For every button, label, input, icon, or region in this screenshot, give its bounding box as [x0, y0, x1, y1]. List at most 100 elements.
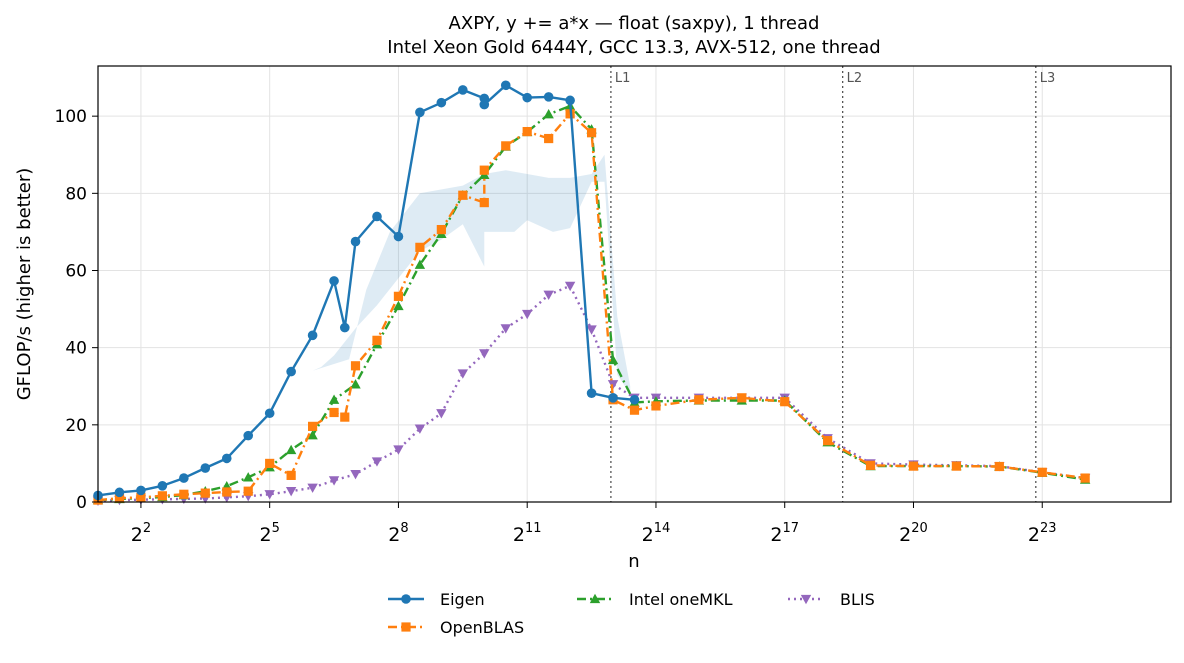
y-tick-label-3: 60 [65, 261, 87, 281]
y-axis-ticks: 0 20 40 60 80 100 [55, 107, 98, 513]
legend-entry-eigen: Eigen [388, 590, 485, 609]
point-eigen-8 [264, 408, 275, 419]
cache-label-l1: L1 [615, 71, 631, 86]
legend-marker-eigen [401, 594, 411, 604]
y-axis-label: GFLOP/s (higher is better) [14, 168, 35, 401]
point-blis-9 [285, 487, 297, 497]
series-openblas [93, 109, 1090, 505]
point-openblas-1 [114, 493, 125, 503]
point-openblas-23 [544, 133, 554, 144]
x-tick-label-4: 214 [642, 521, 671, 546]
series-layer [92, 80, 1091, 507]
cache-lines: L1 L2 L3 [610, 66, 1056, 502]
point-blis-17 [457, 369, 469, 379]
series-eigen [93, 80, 640, 501]
x-tick-label-0: 22 [131, 521, 151, 546]
point-eigen-18 [458, 85, 468, 95]
point-blis-8 [264, 490, 275, 500]
point-openblas-14 [372, 335, 382, 345]
legend-entry-blis: BLIS [788, 590, 875, 609]
point-openblas-22 [522, 126, 532, 137]
point-blis-21 [543, 290, 554, 301]
y-tick-label-2: 40 [65, 339, 87, 359]
point-openblas-6 [222, 487, 232, 497]
point-openblas-8 [265, 458, 275, 469]
legend-label-eigen: Eigen [440, 590, 485, 609]
point-blis-22 [564, 281, 576, 292]
y-tick-label-5: 100 [55, 107, 87, 127]
point-blis-15 [414, 424, 426, 434]
legend-entry-intel-onemkl: Intel oneMKL [577, 590, 733, 609]
x-tick-label-1: 25 [259, 521, 279, 546]
point-intel-onemkl-7 [243, 472, 254, 482]
point-intel-onemkl-10 [307, 430, 318, 440]
point-eigen-23 [543, 92, 554, 102]
legend: Eigen OpenBLAS Intel oneMKL BLIS [388, 590, 875, 637]
point-openblas-34 [908, 461, 919, 471]
point-openblas-20 [479, 165, 489, 175]
point-openblas-32 [823, 436, 833, 446]
point-blis-13 [371, 457, 383, 467]
point-openblas-33 [865, 460, 876, 470]
point-eigen-15 [393, 231, 404, 242]
point-openblas-16 [415, 242, 425, 252]
point-eigen-13 [350, 236, 361, 247]
point-openblas-21 [501, 141, 511, 151]
point-openblas-15 [393, 291, 404, 301]
point-openblas-7 [243, 486, 253, 496]
point-openblas-18 [458, 190, 468, 200]
point-intel-onemkl-11 [328, 394, 340, 404]
point-openblas-28 [651, 401, 661, 411]
series-line-openblas [97, 112, 1086, 502]
point-blis-19 [500, 324, 511, 334]
point-blis-14 [393, 445, 404, 455]
point-openblas-11 [329, 407, 339, 418]
plot-frame [97, 65, 1172, 503]
point-openblas-37 [1037, 467, 1047, 477]
point-openblas-4 [179, 489, 189, 499]
x-tick-label-6: 220 [899, 521, 928, 546]
point-openblas-3 [157, 491, 167, 501]
point-blis-18 [479, 349, 490, 359]
x-tick-label-2: 28 [388, 521, 408, 546]
point-eigen-25 [586, 388, 597, 398]
point-openblas-5 [200, 488, 210, 498]
point-eigen-17 [436, 97, 447, 108]
legend-label-openblas: OpenBLAS [440, 618, 524, 637]
point-eigen-11 [329, 276, 339, 286]
legend-label-intel-onemkl: Intel oneMKL [629, 590, 733, 609]
legend-label-blis: BLIS [840, 590, 875, 609]
point-eigen-24 [565, 95, 575, 106]
point-openblas-38 [1080, 473, 1090, 483]
point-eigen-1 [114, 487, 125, 498]
eigen-variance-band [312, 154, 631, 394]
x-tick-label-5: 217 [770, 521, 799, 546]
point-intel-onemkl-12 [350, 379, 361, 389]
point-openblas-30 [737, 393, 747, 403]
point-eigen-21 [500, 80, 511, 91]
chart-subtitle: Intel Xeon Gold 6444Y, GCC 13.3, AVX-512… [387, 37, 880, 58]
point-blis-12 [350, 470, 361, 480]
point-openblas-9 [286, 470, 296, 480]
x-axis-ticks: 22 25 28 211 214 217 220 223 [131, 502, 1057, 546]
point-eigen-12 [339, 322, 350, 333]
y-tick-label-4: 80 [65, 184, 87, 204]
point-openblas-19 [479, 197, 489, 208]
point-openblas-29 [694, 395, 704, 405]
point-eigen-9 [286, 366, 296, 377]
point-eigen-2 [136, 485, 146, 496]
point-blis-24 [607, 380, 619, 390]
point-openblas-12 [340, 412, 350, 422]
legend-marker-blis [800, 594, 812, 605]
point-openblas-35 [951, 461, 961, 471]
series-line-eigen [97, 84, 635, 497]
point-eigen-27 [629, 394, 640, 405]
point-openblas-2 [136, 492, 146, 502]
point-eigen-3 [157, 480, 168, 491]
cache-label-l3: L3 [1040, 71, 1056, 86]
point-eigen-4 [179, 473, 189, 483]
point-blis-20 [522, 309, 533, 320]
y-tick-label-1: 20 [65, 416, 87, 436]
y-tick-label-0: 0 [76, 493, 87, 513]
